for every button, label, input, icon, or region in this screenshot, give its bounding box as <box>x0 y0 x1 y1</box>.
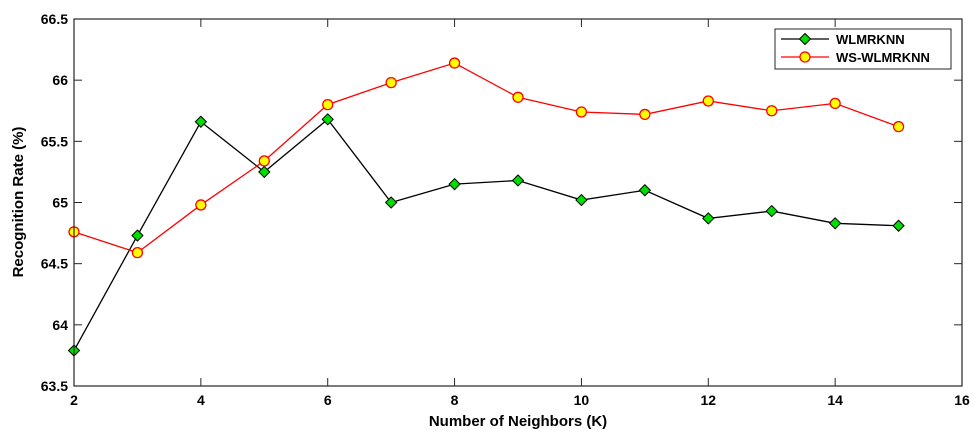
series-layer <box>67 57 905 357</box>
x-tick-label: 14 <box>827 392 843 408</box>
data-point-ws-wlmrknn <box>322 98 334 111</box>
x-tick-label: 8 <box>451 392 459 408</box>
x-tick-label: 6 <box>324 392 332 408</box>
data-point-ws-wlmrknn <box>702 95 714 107</box>
legend: WLMRKNN WS-WLMRKNN <box>774 28 952 70</box>
data-point-ws-wlmrknn <box>575 106 588 118</box>
data-point-wlmrknn <box>448 177 461 191</box>
data-point-ws-wlmrknn <box>512 91 524 103</box>
y-tick-label: 66 <box>52 72 68 88</box>
data-point-ws-wlmrknn <box>892 121 905 133</box>
data-point-ws-wlmrknn <box>829 97 841 110</box>
data-point-ws-wlmrknn <box>385 76 397 89</box>
legend-label-ws-wlmrknn: WS-WLMRKNN <box>836 50 930 65</box>
data-point-wlmrknn <box>258 165 271 179</box>
x-tick-label: 10 <box>574 392 590 408</box>
data-point-wlmrknn <box>702 212 715 225</box>
data-point-wlmrknn <box>131 229 144 242</box>
x-tick-label: 2 <box>70 392 78 408</box>
data-point-wlmrknn <box>575 193 588 207</box>
data-point-wlmrknn <box>511 174 525 187</box>
y-tick-label: 63.5 <box>41 378 68 394</box>
data-point-ws-wlmrknn <box>131 247 144 259</box>
legend-label-wlmrknn: WLMRKNN <box>836 32 905 47</box>
y-tick-label: 64 <box>52 317 68 333</box>
x-axis-label: Number of Neighbors (K) <box>429 413 607 430</box>
data-point-wlmrknn <box>194 115 208 128</box>
y-tick-label: 66.5 <box>41 11 68 27</box>
y-tick-label: 64.5 <box>41 256 68 272</box>
y-tick-label: 65.5 <box>41 133 68 149</box>
data-point-wlmrknn <box>321 113 334 126</box>
x-tick-label: 4 <box>197 392 205 408</box>
x-tick-label: 16 <box>954 392 970 408</box>
axis-layer: 2 4 6 8 10 12 14 16 63.5 64 64.5 65 65.5 66 66.5 <box>41 11 970 408</box>
x-tick-label: 12 <box>700 392 716 408</box>
legend-marker-wlmrknn <box>798 32 812 46</box>
data-point-wlmrknn <box>384 196 398 209</box>
data-point-wlmrknn <box>765 204 778 218</box>
data-point-ws-wlmrknn <box>766 105 778 117</box>
data-point-ws-wlmrknn <box>258 155 270 167</box>
data-point-ws-wlmrknn <box>448 57 461 69</box>
data-point-ws-wlmrknn <box>195 199 207 211</box>
data-point-wlmrknn <box>828 217 842 230</box>
data-point-wlmrknn <box>638 184 652 197</box>
y-tick-label: 65 <box>52 195 68 211</box>
data-point-wlmrknn <box>892 219 905 232</box>
plot-area <box>74 19 962 386</box>
series-line-ws-wlmrknn <box>73 62 899 254</box>
y-axis-label: Recognition Rate (%) <box>10 127 27 278</box>
series-line-wlmrknn <box>73 118 899 351</box>
data-point-ws-wlmrknn <box>639 108 651 121</box>
legend-marker-ws-wlmrknn <box>799 51 811 63</box>
